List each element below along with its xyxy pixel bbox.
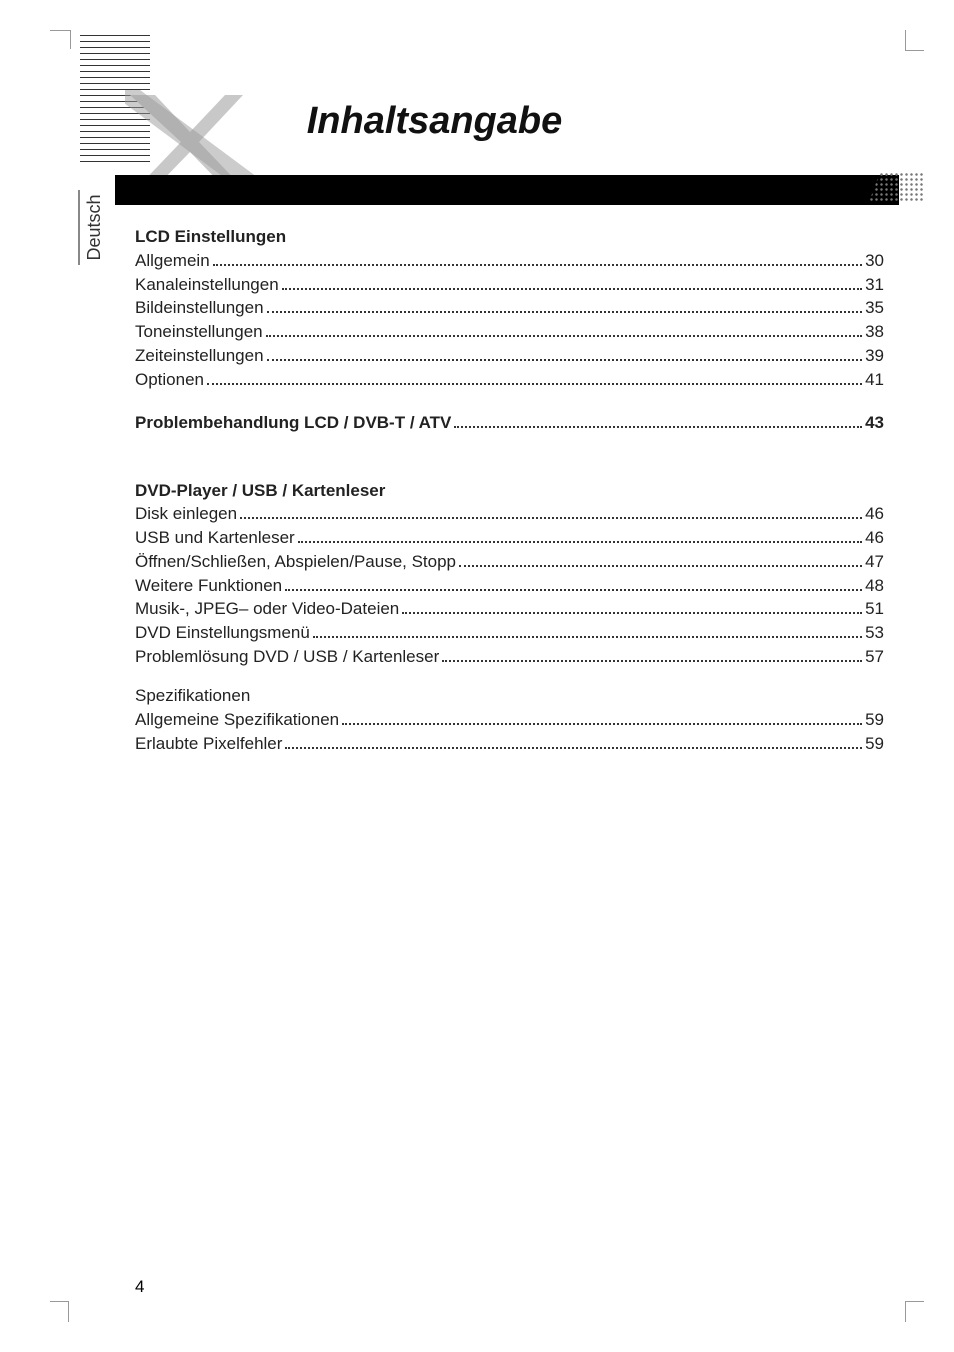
toc-label: Erlaubte Pixelfehler [135, 732, 282, 755]
toc-entry: Zeiteinstellungen 39 [135, 343, 884, 367]
toc-page: 59 [865, 732, 884, 755]
crop-mark-bl [50, 1301, 69, 1322]
toc-page: 41 [865, 368, 884, 391]
toc-leader [313, 621, 862, 638]
toc-page: 35 [865, 296, 884, 319]
toc-leader [285, 732, 862, 749]
toc-page: 53 [865, 621, 884, 644]
crop-mark-tl [50, 30, 71, 49]
toc-label: Allgemeine Spezifikationen [135, 708, 339, 731]
title-underline-bar [115, 175, 899, 205]
toc-leader [213, 248, 862, 265]
toc-leader [342, 708, 862, 725]
toc-entry: Erlaubte Pixelfehler 59 [135, 732, 884, 756]
toc-entry: Optionen 41 [135, 367, 884, 391]
toc-label: Kanaleinstellungen [135, 273, 279, 296]
toc-entry: DVD Einstellungsmenü 53 [135, 621, 884, 645]
toc-page: 47 [865, 550, 884, 573]
toc-entry: Öffnen/Schließen, Abspielen/Pause, Stopp… [135, 550, 884, 574]
toc-leader [267, 296, 863, 313]
toc-page: 48 [865, 574, 884, 597]
toc-entry: Weitere Funktionen 48 [135, 573, 884, 597]
toc-page: 59 [865, 708, 884, 731]
toc-label: Zeiteinstellungen [135, 344, 264, 367]
toc-label: Weitere Funktionen [135, 574, 282, 597]
toc-entry: Kanaleinstellungen 31 [135, 272, 884, 296]
toc-label: Allgemein [135, 249, 210, 272]
toc-leader [266, 320, 862, 337]
toc-entry: Allgemeine Spezifikationen 59 [135, 708, 884, 732]
toc-label: Problemlösung DVD / USB / Kartenleser [135, 645, 439, 668]
toc-label: Musik-, JPEG– oder Video-Dateien [135, 597, 399, 620]
section-heading: Spezifikationen [135, 684, 884, 707]
toc-leader [282, 272, 862, 289]
toc-leader [298, 526, 862, 543]
toc-label: DVD Einstellungsmenü [135, 621, 310, 644]
toc-label: Disk einlegen [135, 502, 237, 525]
language-tab: Deutsch [78, 190, 105, 265]
toc-page: 51 [865, 597, 884, 620]
toc-page: 46 [865, 526, 884, 549]
toc-page: 31 [865, 273, 884, 296]
section-heading: DVD-Player / USB / Kartenleser [135, 479, 884, 502]
toc-standalone: Problembehandlung LCD / DVB-T / ATV 43 [135, 411, 884, 435]
toc-label: Öffnen/Schließen, Abspielen/Pause, Stopp [135, 550, 456, 573]
toc-label: Problembehandlung LCD / DVB-T / ATV [135, 411, 451, 434]
crop-mark-br [905, 1301, 924, 1322]
toc-leader [240, 502, 862, 519]
toc-entry: Problemlösung DVD / USB / Kartenleser 57 [135, 645, 884, 669]
toc-leader [402, 597, 862, 614]
toc-content: LCD EinstellungenAllgemein30Kanaleinstel… [135, 225, 884, 755]
section-heading: LCD Einstellungen [135, 225, 884, 248]
toc-entry: Bildeinstellungen 35 [135, 296, 884, 320]
toc-page: 39 [865, 344, 884, 367]
toc-leader [454, 411, 862, 428]
toc-label: Bildeinstellungen [135, 296, 264, 319]
toc-leader [267, 343, 863, 360]
toc-entry: Musik-, JPEG– oder Video-Dateien 51 [135, 597, 884, 621]
toc-leader [442, 645, 862, 662]
toc-leader [459, 550, 862, 567]
toc-page: 38 [865, 320, 884, 343]
toc-entry: USB und Kartenleser 46 [135, 526, 884, 550]
toc-label: USB und Kartenleser [135, 526, 295, 549]
toc-entry: Toneinstellungen 38 [135, 320, 884, 344]
toc-leader [207, 367, 862, 384]
toc-label: Optionen [135, 368, 204, 391]
toc-page: 46 [865, 502, 884, 525]
toc-label: Toneinstellungen [135, 320, 263, 343]
toc-entry: Allgemein 30 [135, 248, 884, 272]
toc-page: 30 [865, 249, 884, 272]
toc-page: 57 [865, 645, 884, 668]
toc-page: 43 [865, 411, 884, 434]
toc-entry: Problembehandlung LCD / DVB-T / ATV 43 [135, 411, 884, 435]
toc-leader [285, 573, 862, 590]
page-title: Inhaltsangabe [0, 100, 869, 143]
toc-entry: Disk einlegen 46 [135, 502, 884, 526]
page-number: 4 [135, 1277, 144, 1297]
crop-mark-tr [905, 30, 924, 51]
